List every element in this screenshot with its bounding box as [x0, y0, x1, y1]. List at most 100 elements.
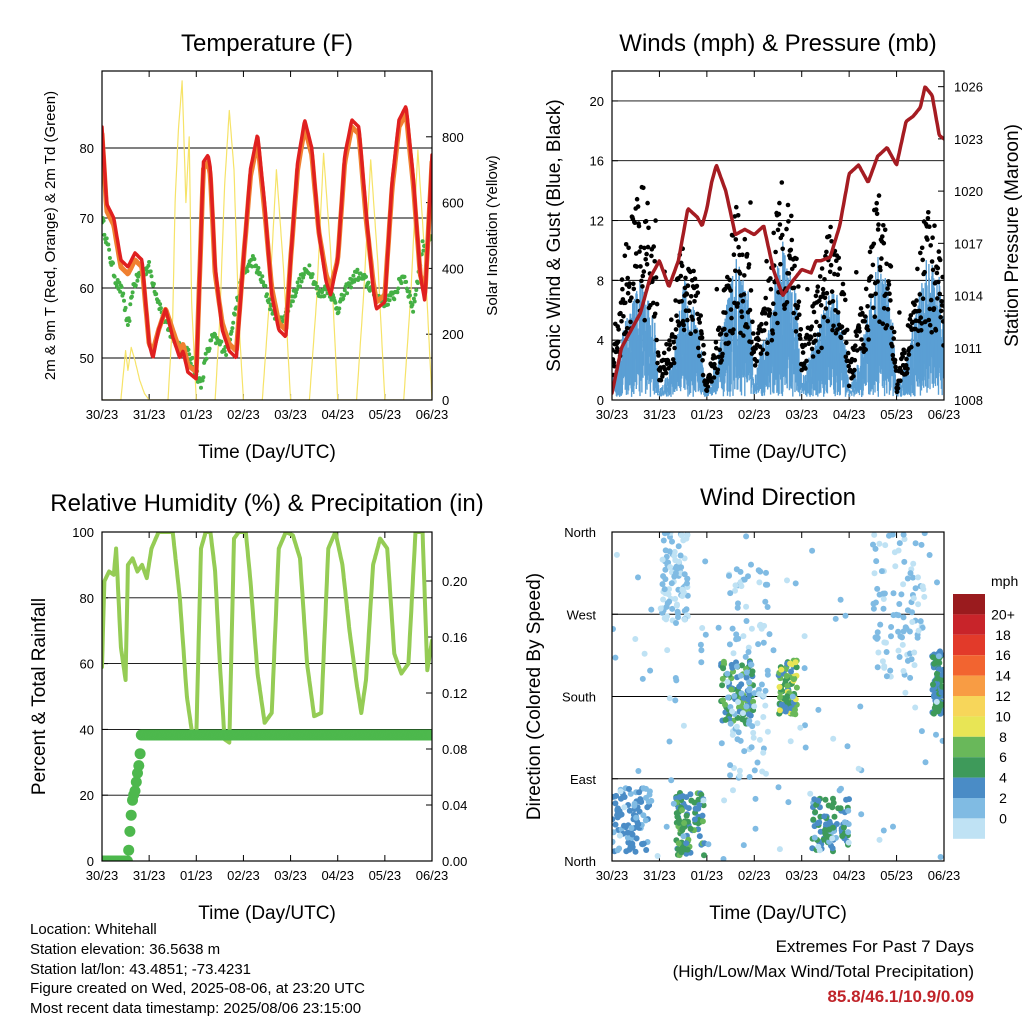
- x-tick-label: 03/23: [274, 868, 307, 883]
- direction-point: [729, 708, 736, 715]
- gust-point: [691, 268, 696, 274]
- x-tick-label: 02/23: [227, 407, 260, 422]
- direction-point: [825, 802, 832, 809]
- direction-point: [665, 559, 672, 566]
- direction-point: [684, 846, 691, 853]
- gust-point: [904, 356, 909, 362]
- x-tick-label: 06/23: [416, 407, 449, 422]
- dewpoint-point: [367, 288, 372, 293]
- direction-point: [612, 793, 616, 800]
- gust-point: [632, 220, 638, 225]
- gust-point: [920, 257, 925, 263]
- x-tick-label: 30/23: [86, 868, 119, 883]
- gust-point: [792, 263, 797, 269]
- dewpoint-point: [341, 296, 346, 301]
- gust-point: [690, 317, 695, 322]
- direction-point: [912, 585, 919, 592]
- direction-point: [731, 693, 738, 699]
- gust-point: [742, 236, 748, 242]
- direction-point: [760, 749, 767, 756]
- direction-point: [733, 723, 740, 730]
- gust-point: [652, 259, 657, 264]
- direction-point: [855, 765, 862, 772]
- gust-point: [915, 266, 920, 272]
- gust-point: [717, 347, 722, 353]
- gust-point: [843, 297, 848, 303]
- dewpoint-point: [112, 274, 117, 279]
- gust-point: [740, 298, 746, 304]
- direction-point: [845, 839, 852, 846]
- gust-point: [882, 227, 888, 233]
- direction-point: [624, 829, 631, 836]
- direction-point: [902, 689, 909, 696]
- gust-point: [830, 327, 835, 333]
- gust-point: [772, 311, 778, 317]
- direction-point: [726, 641, 733, 648]
- direction-point: [750, 698, 757, 705]
- precip-point: [123, 844, 135, 856]
- direction-point: [815, 797, 822, 804]
- dewpoint-point: [386, 302, 390, 307]
- gust-point: [918, 328, 924, 333]
- direction-point: [939, 683, 944, 690]
- gust-point: [869, 293, 875, 299]
- direction-point: [612, 654, 619, 661]
- gust-point: [651, 300, 656, 306]
- direction-point: [641, 650, 648, 657]
- dewpoint-point: [256, 265, 261, 270]
- dewpoint-point: [337, 306, 342, 311]
- direction-point: [683, 812, 690, 819]
- gust-point: [770, 331, 776, 336]
- gust-point: [634, 196, 640, 202]
- gust-point: [816, 349, 821, 355]
- direction-point: [911, 649, 918, 656]
- legend-label: 20+: [991, 606, 1015, 622]
- gust-point: [799, 367, 804, 373]
- gust-point: [715, 367, 721, 373]
- gust-point: [762, 311, 768, 316]
- gust-point: [891, 336, 896, 341]
- gust-point: [644, 251, 649, 257]
- direction-point: [679, 586, 686, 593]
- direction-point: [636, 789, 643, 796]
- x-tick-label: 01/23: [691, 868, 724, 883]
- direction-point: [647, 667, 654, 674]
- dewpoint-point: [213, 332, 218, 337]
- gust-point: [912, 302, 917, 308]
- dewpoint-point: [219, 339, 224, 344]
- gust-point: [694, 283, 700, 289]
- winds-title: Winds (mph) & Pressure (mb): [619, 30, 936, 57]
- gust-point: [828, 262, 834, 268]
- gust-point: [906, 352, 912, 357]
- direction-point: [743, 533, 750, 540]
- gust-point: [817, 298, 822, 304]
- legend-label: 18: [995, 627, 1011, 643]
- dewpoint-point: [122, 298, 126, 303]
- direction-point: [792, 659, 799, 666]
- direction-point: [698, 659, 705, 666]
- direction-point: [691, 816, 698, 823]
- gust-point: [735, 301, 740, 306]
- x-tick-label: 04/23: [833, 868, 866, 883]
- gust-point: [897, 310, 902, 315]
- legend-label: 2: [999, 790, 1007, 806]
- dewpoint-point: [151, 281, 156, 286]
- gust-point: [886, 282, 892, 287]
- gust-point: [763, 321, 769, 326]
- y-tick-label: North: [564, 525, 596, 540]
- x-tick-label: 04/23: [321, 407, 354, 422]
- gust-point: [872, 314, 878, 320]
- gust-point: [751, 331, 756, 336]
- direction-point: [670, 800, 677, 807]
- dewpoint-point: [121, 291, 126, 296]
- direction-point: [687, 825, 694, 832]
- direction-point: [677, 552, 684, 559]
- gust-point: [763, 295, 768, 301]
- gust-point: [852, 367, 857, 373]
- y-tick-label: 80: [80, 591, 94, 606]
- direction-point: [721, 797, 728, 804]
- direction-point: [618, 795, 624, 802]
- direction-point: [735, 635, 742, 642]
- x-tick-label: 31/23: [133, 868, 166, 883]
- gust-point: [623, 329, 629, 335]
